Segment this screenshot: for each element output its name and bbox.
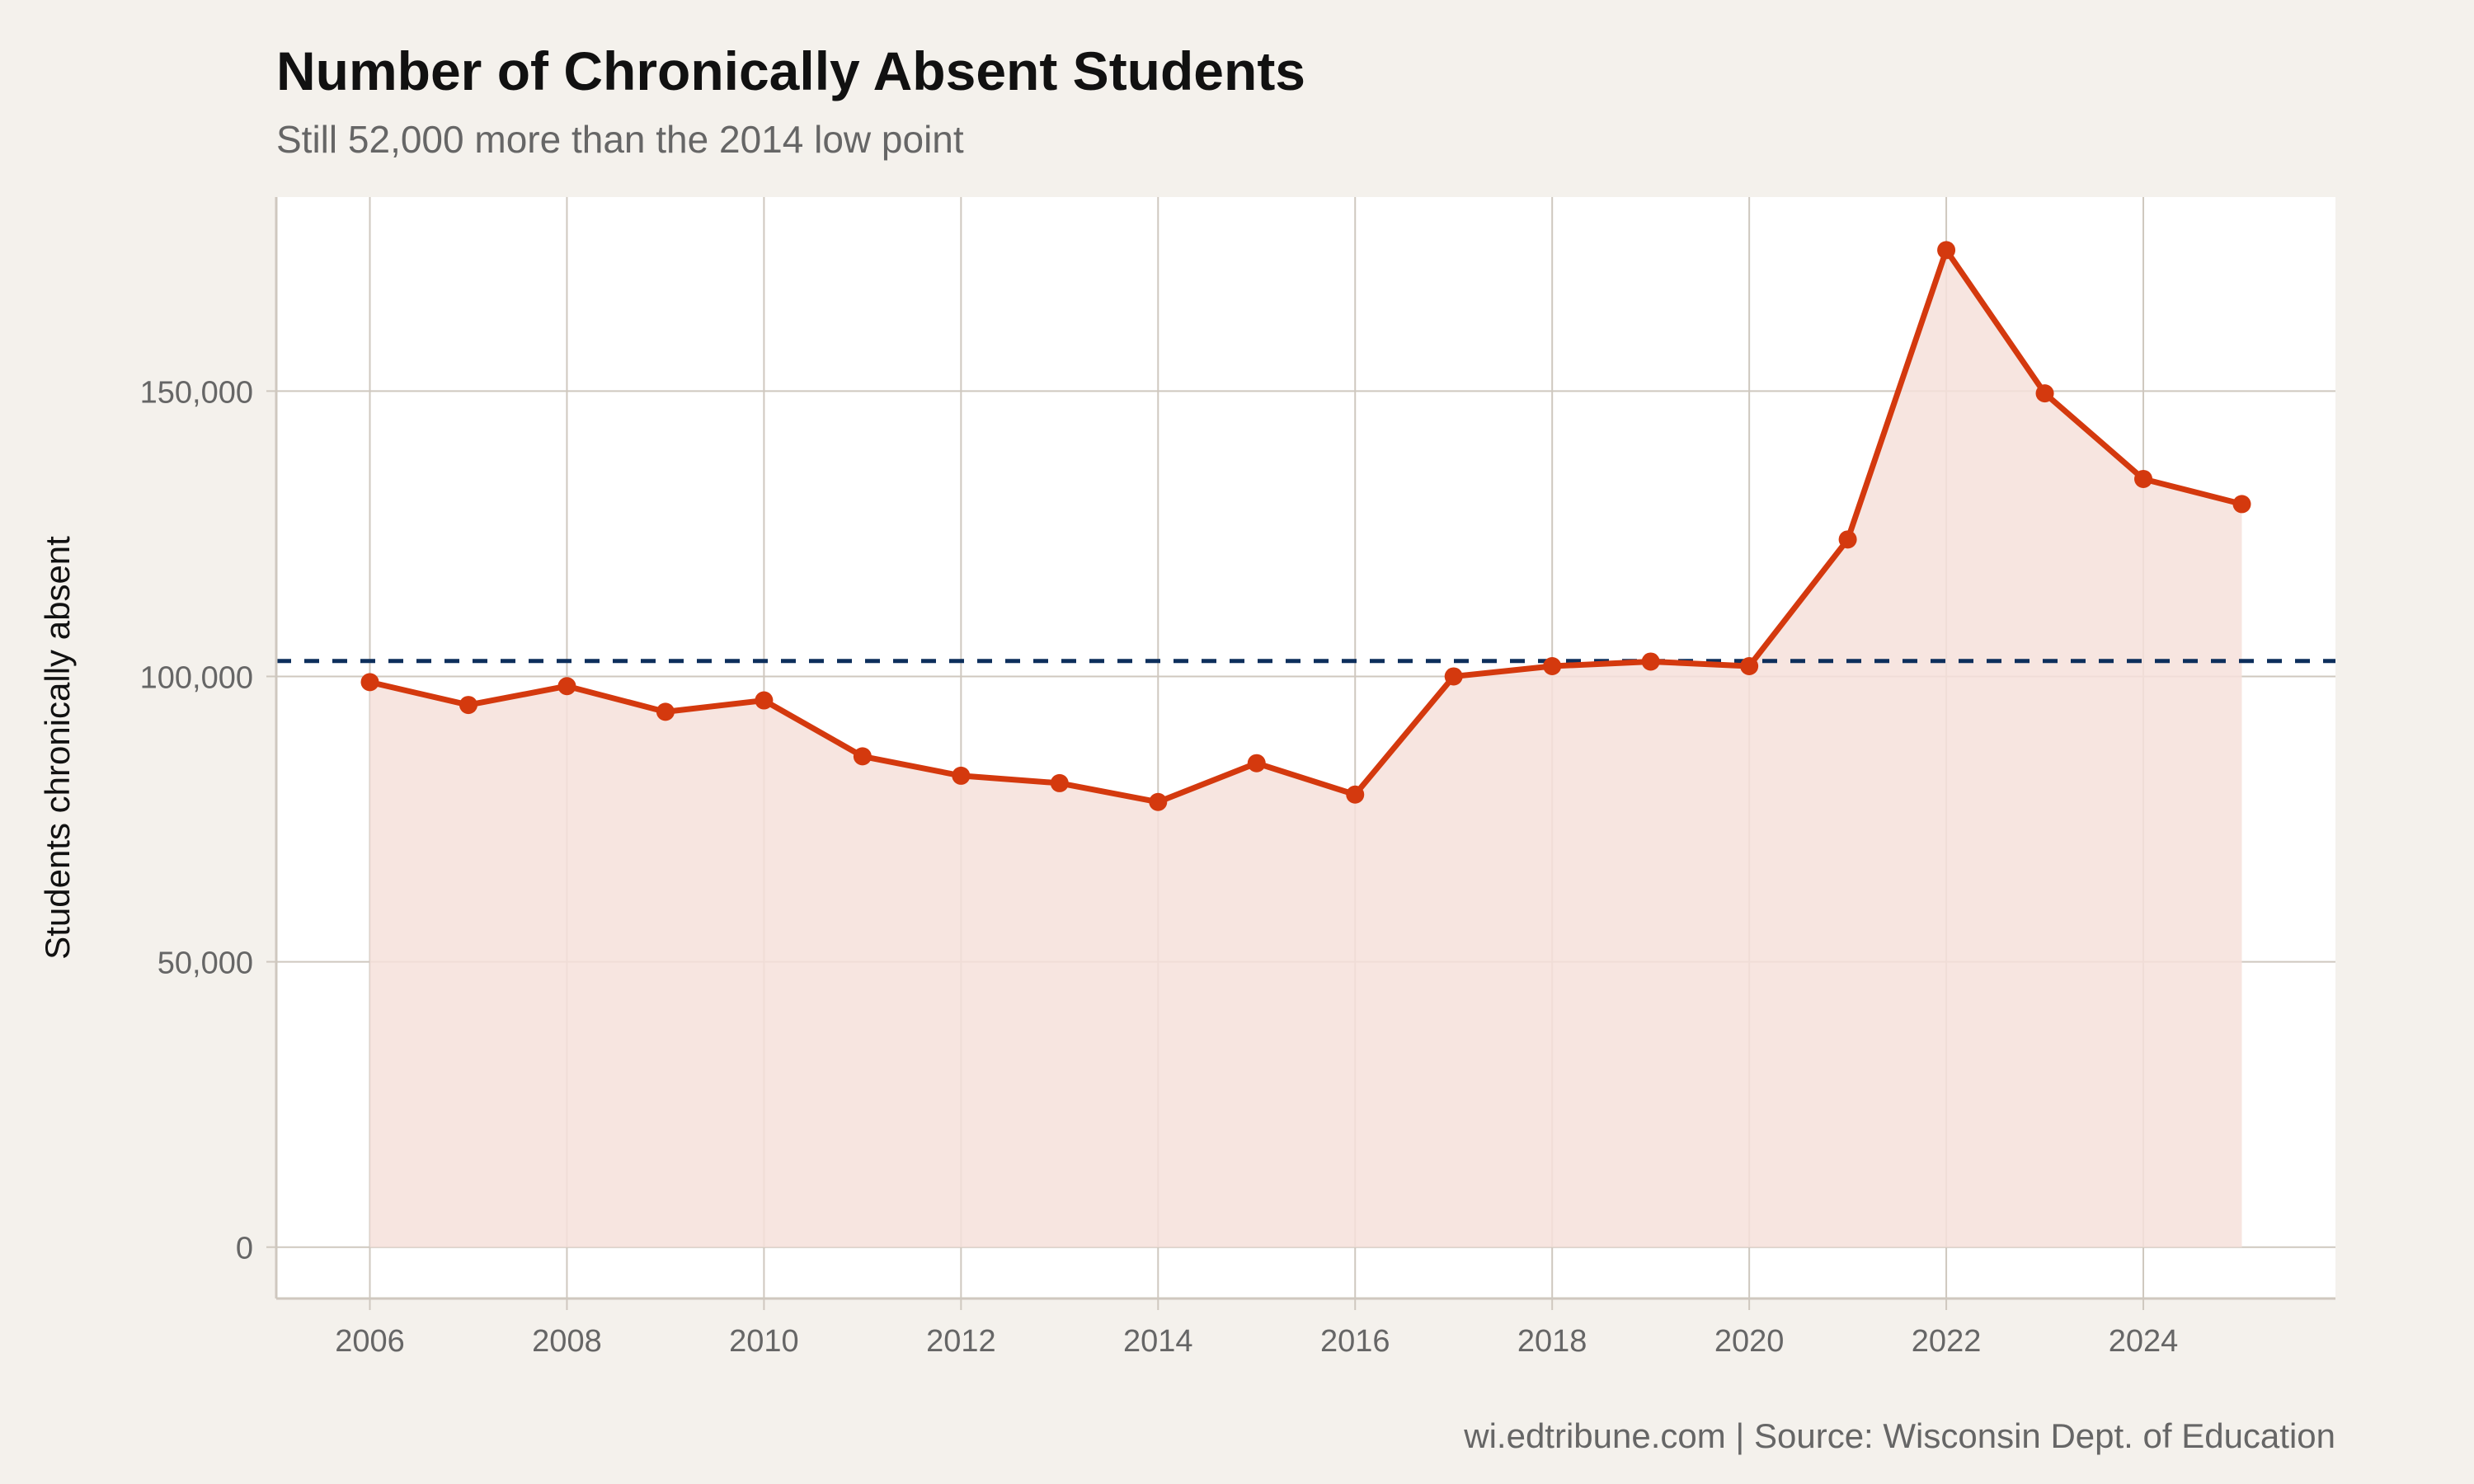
area-fill: [369, 250, 2242, 1247]
data-point: [1641, 652, 1660, 671]
data-points: [360, 241, 2251, 811]
data-point: [1247, 754, 1266, 773]
x-tick-label: 2010: [729, 1324, 799, 1359]
data-point: [1149, 792, 1168, 811]
x-tick-label: 2020: [1714, 1324, 1785, 1359]
data-point: [557, 677, 576, 696]
data-point: [1937, 241, 1956, 260]
data-point: [755, 691, 774, 710]
data-point: [1346, 785, 1365, 804]
x-tick-label: 2024: [2109, 1324, 2179, 1359]
data-point: [360, 673, 379, 692]
data-point: [952, 766, 971, 785]
data-point: [656, 702, 675, 721]
data-point: [1838, 530, 1857, 549]
data-point: [2232, 495, 2251, 514]
x-tick-label: 2006: [335, 1324, 405, 1359]
y-tick-label: 0: [236, 1232, 253, 1266]
data-point: [1050, 773, 1069, 792]
data-point: [853, 747, 872, 766]
y-tick-label: 150,000: [140, 375, 253, 410]
y-tick-label: 100,000: [140, 660, 253, 695]
chart-title: Number of Chronically Absent Students: [276, 40, 1306, 101]
y-tick-label: 50,000: [158, 946, 253, 981]
x-axis-ticks: 2006 2008 2010 2012 2014 2016 2018 2020 2022 2024: [335, 1298, 2178, 1359]
chart-subtitle: Still 52,000 more than the 2014 low poin…: [276, 118, 964, 161]
x-tick-label: 2014: [1123, 1324, 1193, 1359]
x-tick-label: 2012: [926, 1324, 996, 1359]
x-tick-label: 2016: [1320, 1324, 1390, 1359]
chart-caption: wi.edtribune.com | Source: Wisconsin Dep…: [1464, 1416, 2335, 1455]
x-tick-label: 2018: [1517, 1324, 1587, 1359]
data-point: [2134, 469, 2153, 488]
data-point: [1444, 667, 1463, 686]
data-point: [1740, 657, 1759, 676]
x-tick-label: 2022: [1912, 1324, 1982, 1359]
x-tick-label: 2008: [532, 1324, 602, 1359]
series-line: [369, 247, 2243, 805]
y-axis-ticks: 0 50,000 100,000 150,000: [140, 375, 276, 1266]
data-point: [2035, 384, 2054, 403]
data-point: [459, 696, 477, 715]
y-axis-label: Students chronically absent: [38, 536, 77, 960]
data-point: [1543, 657, 1562, 676]
